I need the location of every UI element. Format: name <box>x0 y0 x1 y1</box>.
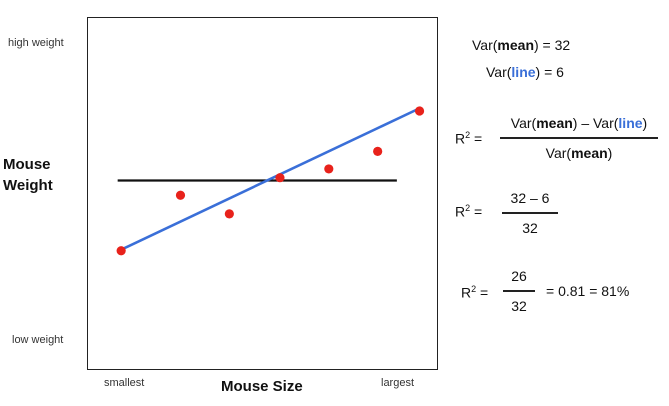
data-point-7 <box>414 106 425 116</box>
fit-line <box>120 106 422 251</box>
plot-area <box>87 17 438 370</box>
fraction-bar-3 <box>503 290 535 292</box>
r2-label-2: R2 = <box>455 203 483 220</box>
y-tick-label-high: high weight <box>8 37 64 49</box>
step3-result: = 0.81 = 81% <box>546 283 630 299</box>
fraction-bar-2 <box>502 212 558 214</box>
formula-numerator: Var(mean) – Var(line) <box>510 115 648 131</box>
scatter-plot <box>116 106 425 256</box>
formula-denominator: Var(mean) <box>545 145 613 161</box>
data-point-4 <box>275 173 285 183</box>
data-point-6 <box>373 146 383 156</box>
data-point-3 <box>224 209 234 219</box>
step2-numerator: 32 – 6 <box>510 190 550 206</box>
fraction-bar-1 <box>500 137 658 139</box>
x-tick-label-smallest: smallest <box>104 377 145 389</box>
step2-denominator: 32 <box>522 220 538 236</box>
var-mean-equation: Var(mean) = 32 <box>472 37 571 53</box>
step3-denominator: 32 <box>511 298 527 314</box>
x-tick-label-largest: largest <box>381 377 415 389</box>
x-axis-title: Mouse Size <box>221 378 303 395</box>
var-line-equation: Var(line) = 6 <box>486 64 564 80</box>
y-axis-title: Mouse Weight <box>3 156 53 194</box>
step3-numerator: 26 <box>511 268 527 284</box>
y-tick-label-low: low weight <box>12 334 64 346</box>
r2-label-3: R2 = <box>461 284 489 301</box>
data-point-5 <box>324 164 334 174</box>
data-point-1 <box>116 246 126 256</box>
data-point-2 <box>175 190 186 200</box>
r2-label-1: R2 = <box>455 130 483 147</box>
